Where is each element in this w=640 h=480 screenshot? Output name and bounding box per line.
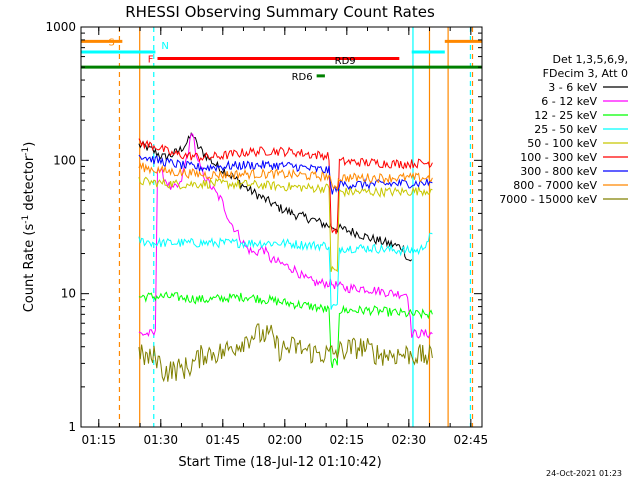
series-line-12-25-kev [138, 291, 433, 368]
x-tick-label-02-30: 02:30 [392, 433, 427, 447]
y-tick-label-1: 1 [68, 420, 76, 434]
y-tick-label-100: 100 [53, 153, 76, 167]
legend-label-50-100-kev: 50 - 100 keV [527, 137, 597, 150]
flag-label-rd6: RD6 [292, 72, 313, 83]
legend-label-7000-15000-kev: 7000 - 15000 keV [499, 193, 597, 206]
flag-bars: S NF RD9 RD6 [81, 37, 482, 83]
series-line-7000-15000-kev [138, 323, 433, 383]
series-line-25-50-kev [138, 232, 433, 310]
series-line-100-300-kev [138, 138, 433, 235]
footer-date: 24-Oct-2021 01:23 [546, 469, 622, 478]
legend-label-6-12-kev: 6 - 12 keV [541, 95, 597, 108]
y-tick-label-10: 10 [61, 287, 76, 301]
x-axis-label: Start Time (18-Jul-12 01:10:42) [178, 455, 381, 470]
flag-label-n: N [161, 41, 168, 52]
series-line-3-6-kev [138, 131, 413, 262]
chart-title: RHESSI Observing Summary Count Rates [125, 3, 435, 21]
legend: Det 1,3,5,6,9, FDecim 3, Att 0 3 - 6 keV… [499, 53, 628, 206]
x-axis-ticks: 01:15 01:30 01:45 02:00 02:15 02:30 02:45 [81, 27, 488, 447]
x-tick-label-02-45: 02:45 [454, 433, 489, 447]
legend-header-line-2: FDecim 3, Att 0 [543, 67, 628, 80]
series-line-50-100-kev [138, 176, 433, 273]
x-tick-label-01-15: 01:15 [81, 433, 116, 447]
flag-label-f: F [148, 55, 154, 66]
legend-header-line-1: Det 1,3,5,6,9, [552, 53, 628, 66]
series-line-300-800-kev [138, 154, 433, 195]
flag-label-s: S [108, 37, 114, 48]
y-axis-ticks: 1 10 100 1000 [45, 20, 482, 434]
plot-frame [80, 26, 483, 428]
x-tick-label-02-00: 02:00 [268, 433, 303, 447]
series-line-800-7000-kev [138, 162, 433, 192]
series-line-6-12-kev [138, 133, 433, 339]
x-tick-label-01-30: 01:30 [143, 433, 178, 447]
y-axis-label: Count Rate (s-1 detector-1) [21, 142, 37, 313]
data-series [138, 131, 433, 383]
legend-label-300-800-kev: 300 - 800 keV [520, 165, 597, 178]
legend-label-12-25-kev: 12 - 25 keV [534, 109, 597, 122]
flag-label-rd9: RD9 [335, 56, 356, 67]
legend-label-25-50-kev: 25 - 50 keV [534, 123, 597, 136]
attenuator-vertical-lines [118, 27, 474, 427]
legend-label-800-7000-kev: 800 - 7000 keV [513, 179, 597, 192]
x-tick-label-02-15: 02:15 [330, 433, 365, 447]
legend-label-100-300-kev: 100 - 300 keV [520, 151, 597, 164]
y-tick-label-1000: 1000 [45, 20, 76, 34]
legend-label-3-6-kev: 3 - 6 keV [548, 81, 597, 94]
x-tick-label-01-45: 01:45 [206, 433, 241, 447]
